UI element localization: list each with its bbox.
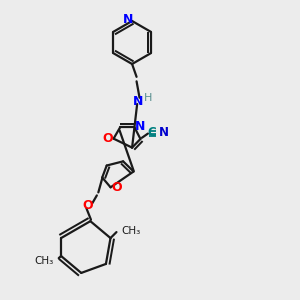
Text: CH₃: CH₃ xyxy=(121,226,140,236)
Text: N: N xyxy=(159,127,169,140)
Text: O: O xyxy=(82,199,93,212)
Text: C: C xyxy=(147,127,156,140)
Text: O: O xyxy=(112,182,122,194)
Text: N: N xyxy=(123,13,134,26)
Text: H: H xyxy=(144,93,152,103)
Text: O: O xyxy=(102,132,113,145)
Text: CH₃: CH₃ xyxy=(34,256,54,266)
Text: N: N xyxy=(133,95,143,108)
Text: N: N xyxy=(135,120,146,133)
